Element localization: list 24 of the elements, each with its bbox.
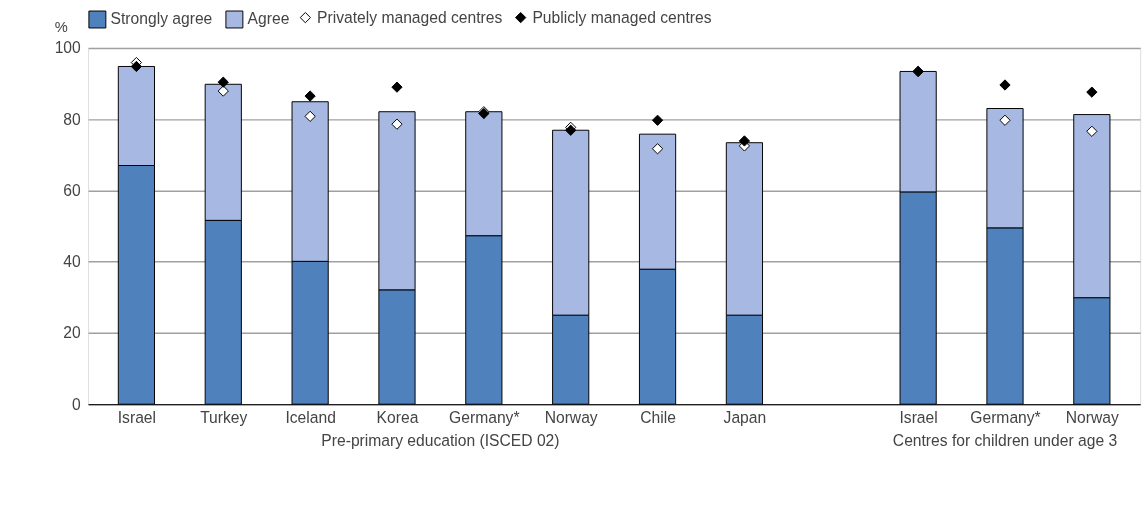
- x-tick-label: Norway: [544, 409, 598, 427]
- x-tick-label: Norway: [1065, 409, 1120, 427]
- y-tick-label: 40: [63, 253, 82, 271]
- text: Centres for children under age 3: [892, 432, 1118, 450]
- x-tick-label: Turkey: [200, 409, 248, 427]
- y-tick-label: 100: [54, 39, 82, 57]
- x-tick-label: Korea: [376, 409, 419, 427]
- legend-label: Privately managed centres: [317, 8, 503, 26]
- y-axis-title: %: [54, 18, 68, 35]
- legend-label: Publicly managed centres: [532, 8, 712, 26]
- legend-label: Strongly agree: [110, 10, 213, 28]
- x-tick-label: Germany*: [449, 409, 520, 427]
- y-tick-label: 60: [63, 181, 82, 199]
- x-tick-label: Israel: [899, 409, 938, 427]
- y-tick-label: 80: [63, 110, 82, 128]
- legend-label: Agree: [247, 10, 290, 28]
- y-tick-label: 0: [72, 395, 82, 413]
- x-tick-label: Chile: [640, 409, 676, 427]
- y-tick-label: 20: [63, 324, 82, 342]
- x-tick-label: Israel: [117, 409, 157, 427]
- x-tick-label: Germany*: [970, 409, 1041, 427]
- x-tick-label: Iceland: [285, 409, 336, 427]
- x-tick-label: Japan: [723, 409, 767, 427]
- text: Pre-primary education (ISCED 02): [321, 432, 560, 450]
